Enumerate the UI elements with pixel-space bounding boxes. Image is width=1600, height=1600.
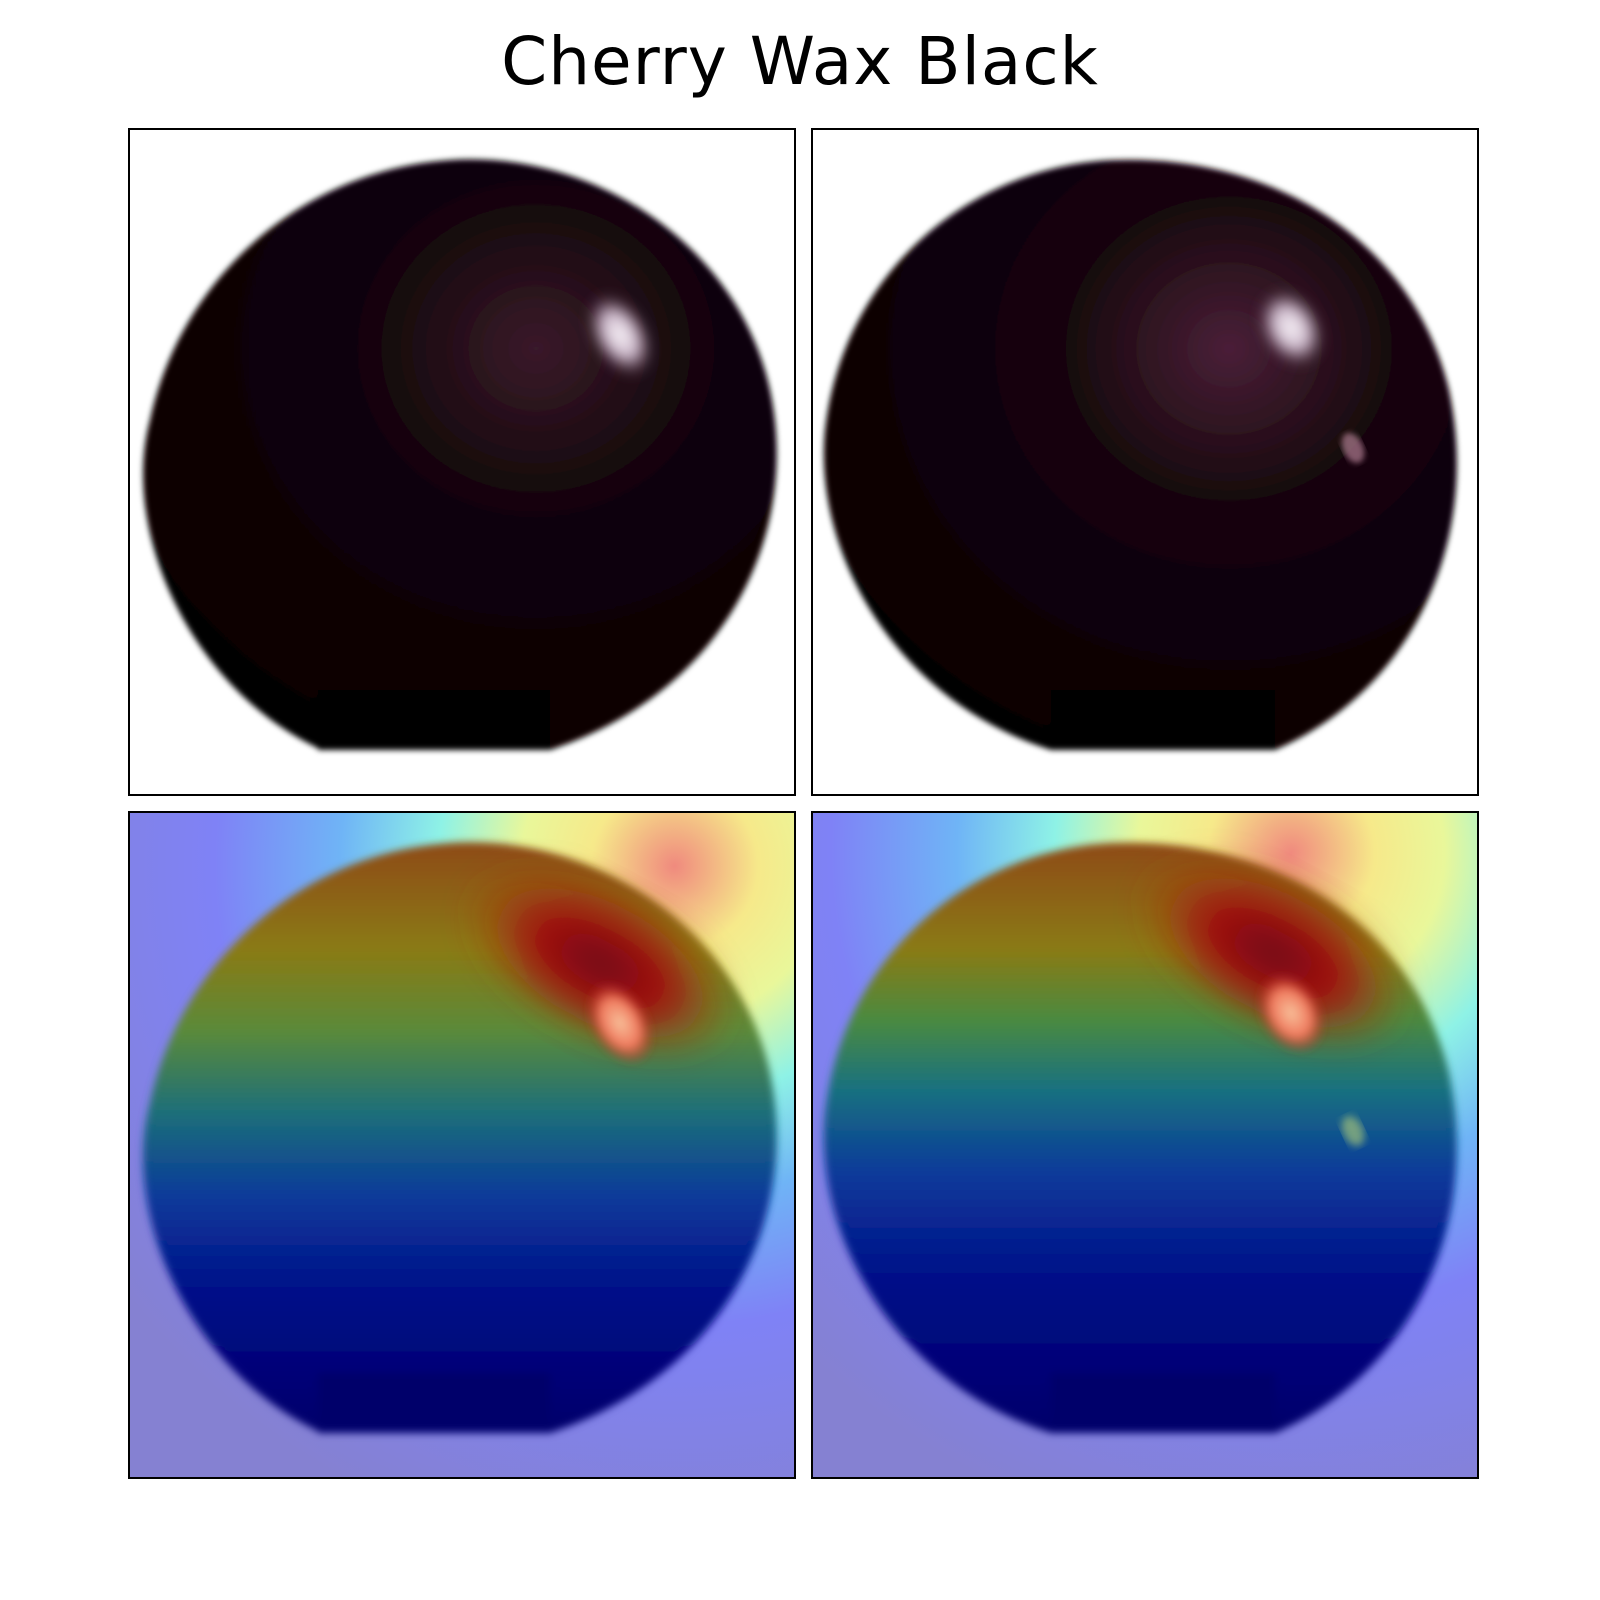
- heatmap-panel-right: [811, 811, 1479, 1479]
- photo-panel-right: [811, 128, 1479, 796]
- figure-title: Cherry Wax Black: [501, 23, 1099, 100]
- attention-heatmap-overlay: [130, 813, 794, 1477]
- cherry-tomato-photo: [130, 130, 794, 794]
- attention-heatmap-overlay: [813, 813, 1477, 1477]
- photo-panel-left: [128, 128, 796, 796]
- heatmap-panel-left: [128, 811, 796, 1479]
- cherry-tomato-photo: [813, 130, 1477, 794]
